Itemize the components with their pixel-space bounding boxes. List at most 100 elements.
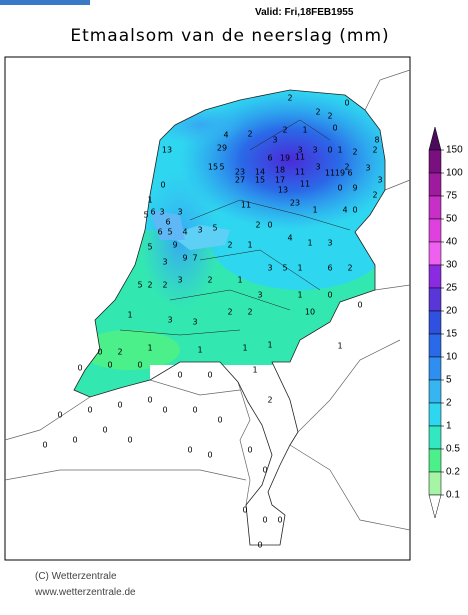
station-value: 2 bbox=[267, 396, 272, 405]
station-value: 6 bbox=[165, 218, 170, 227]
station-value: 0 bbox=[327, 291, 332, 300]
station-value: 1 bbox=[297, 264, 302, 273]
station-value: 0 bbox=[337, 184, 342, 193]
colorbar-band bbox=[428, 149, 442, 174]
colorbar-band bbox=[428, 241, 442, 266]
colorbar-label: 0.5 bbox=[446, 444, 460, 455]
station-value: 2 bbox=[227, 308, 232, 317]
station-value: 1 bbox=[147, 196, 152, 205]
station-value: 5 bbox=[143, 211, 148, 220]
station-value: 5 bbox=[282, 264, 287, 273]
station-value: 8 bbox=[374, 136, 379, 145]
colorbar-band bbox=[428, 310, 442, 335]
station-value: 9 bbox=[352, 184, 357, 193]
station-value: 0 bbox=[87, 406, 92, 415]
valid-time: Valid: Fri,18FEB1955 bbox=[255, 7, 354, 18]
station-value: 0 bbox=[160, 181, 165, 190]
station-value: 1 bbox=[247, 241, 252, 250]
station-value: 3 bbox=[297, 146, 302, 155]
colorbar-label: 1 bbox=[446, 421, 452, 432]
station-value: 15 bbox=[208, 163, 218, 172]
station-value: 1 bbox=[312, 206, 317, 215]
station-value: 11 bbox=[241, 201, 251, 210]
station-value: 0 bbox=[257, 541, 262, 550]
station-value: 1 bbox=[267, 341, 272, 350]
station-value: 9 bbox=[182, 254, 187, 263]
station-value: 1 bbox=[237, 276, 242, 285]
colorbar-label: 50 bbox=[446, 214, 458, 225]
colorbar-band bbox=[428, 471, 442, 496]
station-value: 0 bbox=[207, 371, 212, 380]
station-value: 4 bbox=[223, 131, 228, 140]
station-value: 3 bbox=[197, 226, 202, 235]
colorbar-label: 150 bbox=[446, 145, 463, 156]
station-value: 0 bbox=[102, 426, 107, 435]
station-value: 2 bbox=[282, 126, 287, 135]
station-value: 1 bbox=[337, 146, 342, 155]
station-value: 11 bbox=[295, 168, 305, 177]
station-value: 1 bbox=[252, 366, 257, 375]
station-value: 6 bbox=[327, 264, 332, 273]
station-value: 2 bbox=[347, 264, 352, 273]
colorbar-band bbox=[428, 425, 442, 450]
colorbar-label: 40 bbox=[446, 237, 458, 248]
station-value: 4 bbox=[182, 228, 187, 237]
colorbar-band bbox=[428, 287, 442, 312]
station-value: 2 bbox=[247, 308, 252, 317]
station-value: 1 bbox=[147, 344, 152, 353]
station-value: 3 bbox=[167, 316, 172, 325]
colorbar-label: 30 bbox=[446, 260, 458, 271]
station-value: 2 bbox=[352, 148, 357, 157]
station-value: 0 bbox=[117, 401, 122, 410]
colorbar-label: 75 bbox=[446, 191, 458, 202]
station-value: 0 bbox=[42, 441, 47, 450]
station-value: 0 bbox=[57, 411, 62, 420]
station-value: 0 bbox=[107, 361, 112, 370]
colorbar: 150 100 75 50 40 30 25 20 15 10 5 2 1 0.5 0.2 0.1 bbox=[428, 126, 463, 519]
station-value: 0 bbox=[357, 301, 362, 310]
station-value: 5 bbox=[219, 163, 224, 172]
station-value: 6 bbox=[157, 228, 162, 237]
station-value: 2 bbox=[247, 130, 252, 139]
station-value: 2 bbox=[287, 94, 292, 103]
station-value: 5 bbox=[167, 228, 172, 237]
station-value: 5 bbox=[137, 281, 142, 290]
station-value: 6 bbox=[267, 154, 272, 163]
colorbar-label: 0.1 bbox=[446, 490, 460, 501]
station-value: 0 bbox=[267, 221, 272, 230]
station-value: 4 bbox=[287, 234, 292, 243]
station-value: 27 bbox=[235, 176, 245, 185]
station-value: 2 bbox=[255, 221, 260, 230]
station-value: 1 bbox=[307, 239, 312, 248]
colorbar-band bbox=[428, 172, 442, 197]
colorbar-cap bbox=[428, 494, 442, 519]
station-value: 3 bbox=[327, 239, 332, 248]
station-value: 0 bbox=[187, 446, 192, 455]
station-value: 7 bbox=[192, 254, 197, 263]
station-value: 0 bbox=[262, 516, 267, 525]
colorbar-band bbox=[428, 333, 442, 358]
station-value: 1 bbox=[302, 126, 307, 135]
station-value: 11 bbox=[295, 153, 305, 162]
url: www.wetterzentrale.de bbox=[34, 587, 136, 598]
station-value: 2 bbox=[372, 191, 377, 200]
station-value: 0 bbox=[277, 516, 282, 525]
colorbar-label: 10 bbox=[446, 352, 458, 363]
station-value: 3 bbox=[272, 136, 277, 145]
colorbar-label: 100 bbox=[446, 168, 463, 179]
station-value: 6 bbox=[150, 208, 155, 217]
station-value: 0 bbox=[177, 371, 182, 380]
station-value: 13 bbox=[278, 186, 288, 195]
colorbar-label: 0.2 bbox=[446, 467, 460, 478]
station-value: 4 bbox=[342, 206, 347, 215]
station-value: 3 bbox=[159, 208, 164, 217]
station-value: 15 bbox=[255, 176, 265, 185]
station-value: 3 bbox=[177, 276, 182, 285]
station-value: 0 bbox=[192, 406, 197, 415]
station-value: 0 bbox=[332, 124, 337, 133]
colorbar-label: 20 bbox=[446, 306, 458, 317]
top-bar bbox=[0, 0, 90, 5]
station-value: 1 bbox=[297, 291, 302, 300]
